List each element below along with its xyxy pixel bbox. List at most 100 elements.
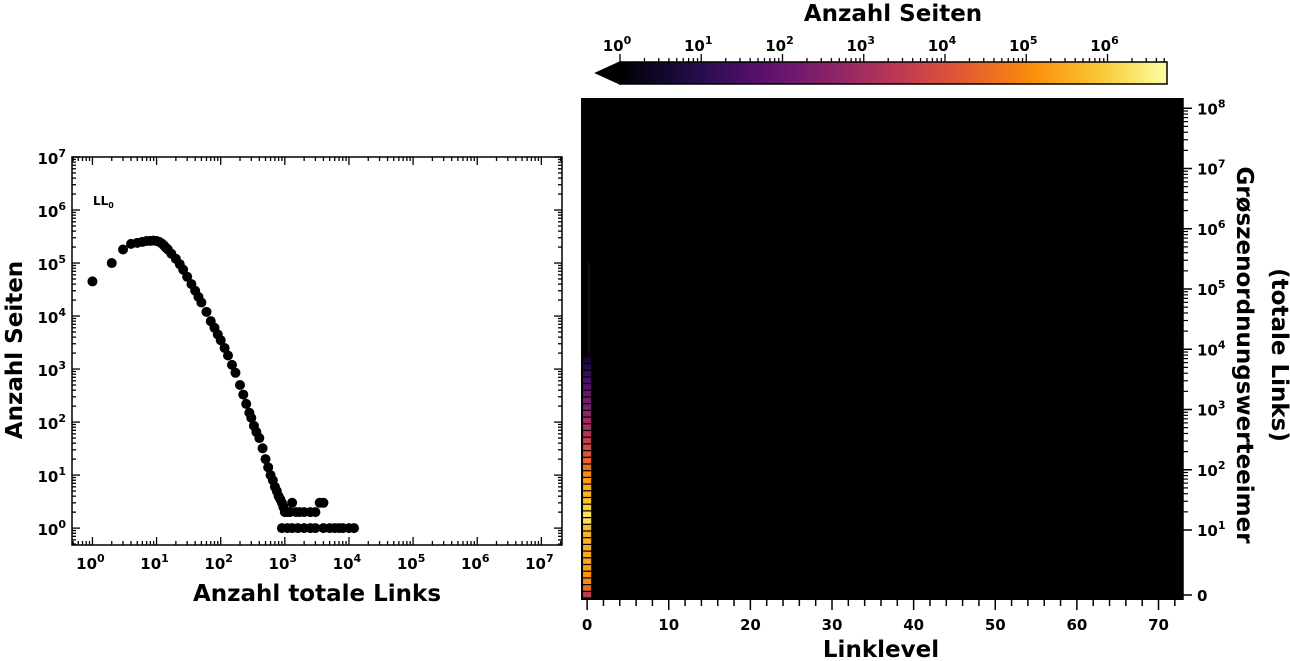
tick-exponent: 4 <box>1218 338 1226 351</box>
tick-exponent: 3 <box>1218 399 1226 412</box>
tick-exponent: 4 <box>354 552 362 565</box>
y-tick-label: 104 <box>1197 338 1226 359</box>
heatmap-cell <box>583 404 592 410</box>
tick-exponent: 5 <box>1218 278 1226 291</box>
heatmap-cell <box>583 377 592 383</box>
tick-base: 10 <box>37 468 58 486</box>
y-tick-label: 105 <box>37 253 66 274</box>
heatmap-xlabel: Linklevel <box>823 637 939 661</box>
y-tick-label: 105 <box>1197 278 1226 299</box>
tick-base: 10 <box>1090 37 1111 55</box>
plot-frame <box>71 156 563 546</box>
tick-exponent: 1 <box>161 552 169 565</box>
colorbar-tick-label: 106 <box>1090 34 1119 55</box>
tick-base: 10 <box>765 37 786 55</box>
colorbar: 100 101 102 103 104 105 106 <box>594 34 1168 86</box>
heatmap-cell <box>583 498 592 504</box>
colorbar-tick-label: 101 <box>684 34 713 55</box>
heatmap-cell <box>583 571 592 578</box>
tick-base: 10 <box>1197 161 1218 179</box>
tick-base: 10 <box>397 555 418 573</box>
heatmap-cell <box>583 424 592 430</box>
heatmap-cell <box>583 504 592 511</box>
data-point <box>235 380 246 391</box>
x-tick-label: 107 <box>525 552 554 573</box>
scatter-annotation: LL0 <box>93 194 114 210</box>
heatmap-cell <box>583 558 592 564</box>
tick-base: 10 <box>140 555 161 573</box>
colorbar-tick-label: 105 <box>1009 34 1038 55</box>
heatmap-cell <box>583 444 592 450</box>
heatmap-cell <box>583 364 592 370</box>
heatmap-cell <box>583 457 592 464</box>
tick-base: 10 <box>1197 402 1218 420</box>
heatmap-cell-faint <box>588 262 591 357</box>
tick-base: 10 <box>1197 100 1218 118</box>
heatmap-cell <box>583 357 592 363</box>
tick-base: 10 <box>1197 462 1218 480</box>
x-tick-label: 102 <box>204 552 233 573</box>
tick-base: 10 <box>1197 522 1218 540</box>
heatmap-cell <box>583 484 592 491</box>
tick-base: 10 <box>525 555 546 573</box>
y-tick-label: 104 <box>37 306 66 327</box>
heatmap-cell <box>583 437 592 444</box>
heatmap-cell <box>583 491 592 497</box>
heatmap-cell <box>583 531 592 538</box>
x-tick-label: 60 <box>1066 616 1087 634</box>
data-point <box>260 454 271 465</box>
heatmap-cell <box>583 390 592 397</box>
tick-base: 10 <box>684 37 705 55</box>
tick-exponent: 4 <box>58 306 66 319</box>
tick-exponent: 7 <box>1218 158 1226 171</box>
data-point <box>318 497 329 508</box>
y-tick-label: 101 <box>37 465 66 486</box>
tick-exponent: 6 <box>1111 34 1119 47</box>
heatmap-cell <box>583 370 592 377</box>
tick-exponent: 4 <box>949 34 957 47</box>
scatter-plot: 1001011021031041051061071081001011021031… <box>37 147 617 573</box>
tick-base: 10 <box>603 37 624 55</box>
heatmap-cell <box>583 591 592 598</box>
tick-exponent: 0 <box>97 552 105 565</box>
tick-base: 10 <box>846 37 867 55</box>
tick-exponent: 6 <box>482 552 490 565</box>
heatmap-cell <box>583 384 592 390</box>
x-tick-label: 106 <box>461 552 490 573</box>
heatmap-cell <box>583 585 592 591</box>
data-point <box>246 412 257 423</box>
heatmap-cell <box>583 431 592 437</box>
tick-exponent: 6 <box>58 200 66 213</box>
x-tick-label: 0 <box>582 616 592 634</box>
colorbar-tick-label: 103 <box>846 34 875 55</box>
heatmap-cell <box>583 411 592 417</box>
x-tick-label: 10 <box>658 616 679 634</box>
tick-base: 10 <box>928 37 949 55</box>
data-point <box>215 335 226 346</box>
data-point <box>310 507 321 518</box>
tick-exponent: 1 <box>1218 519 1226 532</box>
tick-exponent: 3 <box>289 552 297 565</box>
data-point <box>182 271 193 282</box>
x-tick-label: 50 <box>985 616 1006 634</box>
tick-exponent: 2 <box>58 412 66 425</box>
heatmap-cell <box>583 565 592 571</box>
colorbar-tick-label: 100 <box>603 34 632 55</box>
y-tick-label: 106 <box>37 200 66 221</box>
tick-base: 10 <box>37 309 58 327</box>
tick-base: 10 <box>333 555 354 573</box>
y-tick-label: 106 <box>1197 218 1226 239</box>
data-point <box>241 398 252 409</box>
tick-base: 0 <box>1197 587 1207 605</box>
data-point <box>238 389 249 400</box>
tick-base: 10 <box>37 362 58 380</box>
y-tick-label: 107 <box>37 147 66 168</box>
heatmap-cell <box>583 451 592 457</box>
colorbar-tick-label: 102 <box>765 34 794 55</box>
data-point <box>349 523 360 534</box>
data-point <box>87 276 98 287</box>
tick-exponent: 5 <box>418 552 426 565</box>
heatmap-cell <box>583 545 592 551</box>
tick-exponent: 1 <box>58 465 66 478</box>
